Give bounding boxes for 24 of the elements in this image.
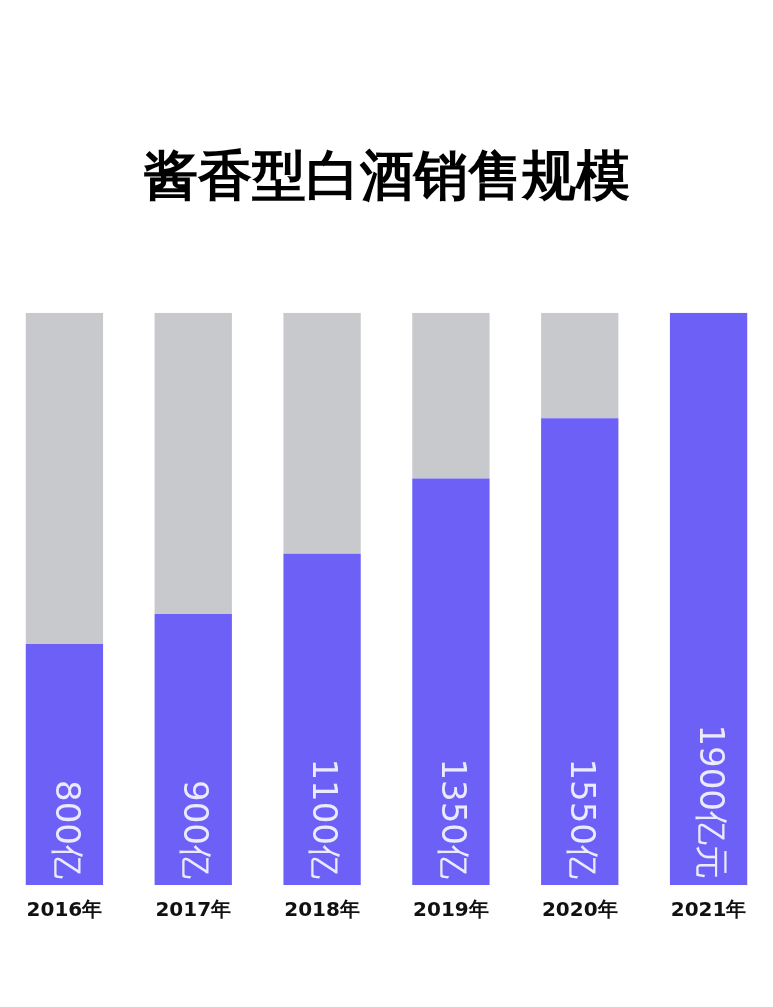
bar [283, 553, 361, 885]
data-label: 1100亿 [305, 758, 346, 879]
data-label: 900亿 [176, 780, 217, 879]
bar [541, 418, 619, 885]
bar [412, 312, 490, 479]
bar [412, 478, 490, 885]
x-tick-label: 2018年 [284, 897, 360, 922]
data-label: 1350亿 [434, 758, 475, 879]
bar [283, 312, 361, 554]
data-label: 1900亿元 [691, 724, 732, 879]
x-tick-label: 2019年 [413, 897, 489, 922]
bar [154, 613, 232, 885]
bar [154, 312, 232, 614]
bar [25, 644, 104, 885]
x-tick-label: 2016年 [26, 897, 103, 922]
data-label: 800亿 [47, 780, 88, 879]
bar [25, 312, 104, 645]
x-tick-label: 2017年 [155, 897, 232, 922]
x-tick-label: 2020年 [541, 897, 618, 922]
x-tick-label: 2021年 [670, 897, 747, 922]
bar [669, 312, 748, 885]
data-label: 1550亿 [562, 758, 603, 879]
chart-title: 酱香型白酒销售规模 [143, 144, 630, 208]
bar [541, 312, 619, 419]
